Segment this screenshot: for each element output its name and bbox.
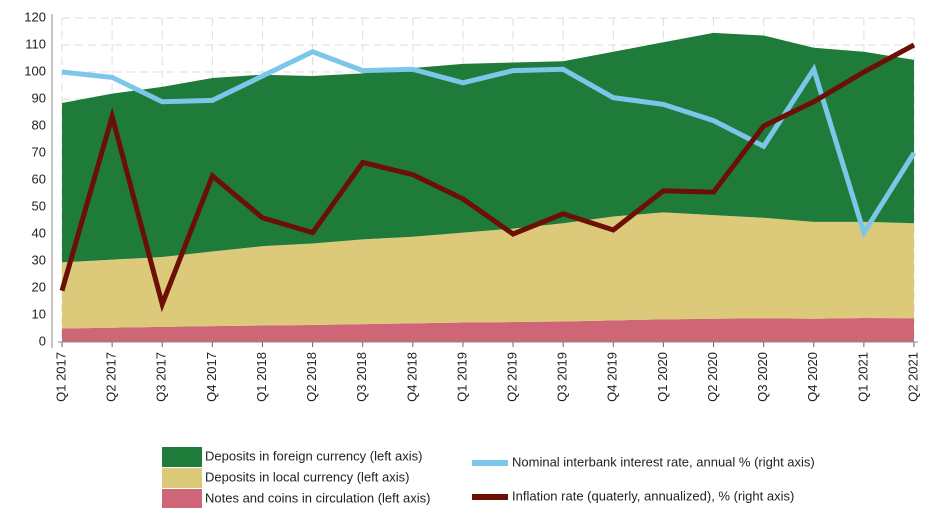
x-tick-label: Q1 2019 [454, 352, 469, 402]
legend-label: Notes and coins in circulation (left axi… [205, 490, 430, 505]
y-tick-label: 0 [39, 333, 46, 348]
x-tick-label: Q3 2018 [354, 352, 369, 402]
y-tick-label: 10 [32, 306, 46, 321]
x-tick-label: Q1 2020 [655, 352, 670, 402]
legend-label: Deposits in foreign currency (left axis) [205, 448, 422, 463]
y-tick-label: 90 [32, 90, 46, 105]
y-tick-label: 30 [32, 252, 46, 267]
x-tick-label: Q4 2017 [204, 352, 219, 402]
x-tick-label: Q3 2019 [555, 352, 570, 402]
y-tick-label: 50 [32, 198, 46, 213]
legend-label: Deposits in local currency (left axis) [205, 469, 409, 484]
area [62, 317, 914, 342]
x-tick-label: Q4 2020 [805, 352, 820, 402]
x-tick-label: Q1 2021 [855, 352, 870, 402]
x-tick-label: Q2 2017 [104, 352, 119, 402]
x-tick-label: Q1 2018 [254, 352, 269, 402]
x-tick-label: Q4 2018 [404, 352, 419, 402]
x-tick-label: Q2 2020 [705, 352, 720, 402]
legend-swatch [162, 447, 202, 467]
y-tick-label: 70 [32, 144, 46, 159]
legend-swatch [162, 468, 202, 488]
line [59, 42, 916, 313]
x-tick-label: Q3 2020 [755, 352, 770, 402]
legend-label: Nominal interbank interest rate, annual … [512, 454, 815, 469]
x-tick-label: Q2 2019 [504, 352, 519, 402]
legend-label: Inflation rate (quaterly, annualized), %… [512, 488, 794, 503]
line [61, 49, 917, 239]
x-tick-label: Q2 2018 [304, 352, 319, 402]
y-tick-label: 100 [24, 63, 46, 78]
x-tick-label: Q4 2019 [605, 352, 620, 402]
y-tick-label: 40 [32, 225, 46, 240]
x-tick-label: Q1 2017 [53, 352, 68, 402]
legend-swatch [162, 489, 202, 509]
y-tick-label: 120 [24, 9, 46, 24]
area [62, 32, 914, 263]
x-tick-label: Q2 2021 [905, 352, 920, 402]
y-tick-label: 20 [32, 279, 46, 294]
area [62, 212, 914, 329]
x-tick-label: Q3 2017 [154, 352, 169, 402]
y-tick-label: 60 [32, 171, 46, 186]
y-tick-label: 80 [32, 117, 46, 132]
y-tick-label: 110 [25, 36, 46, 51]
